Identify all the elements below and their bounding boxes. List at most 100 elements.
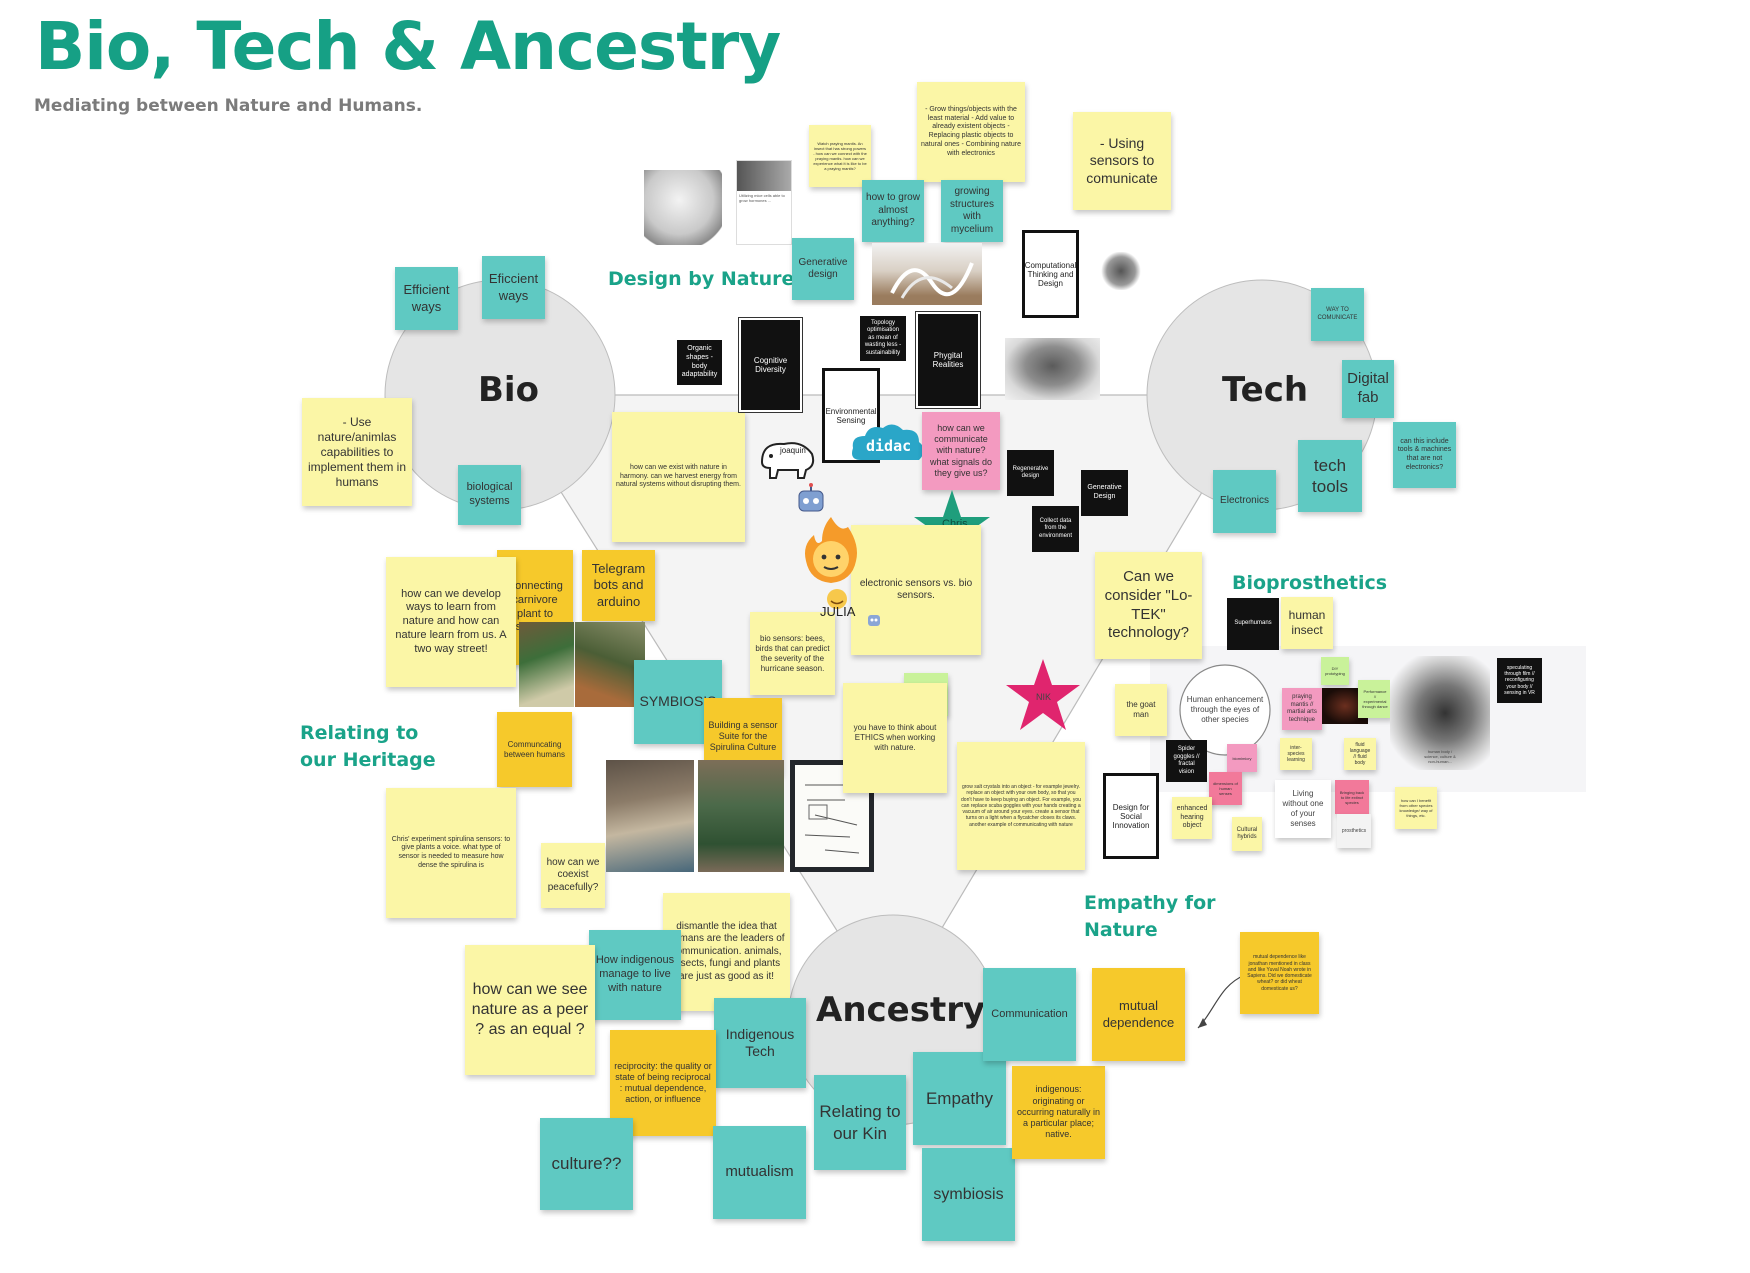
sticky-pink-small-1[interactable]: dimensions of human senses	[1209, 772, 1242, 805]
card-computational-thinking[interactable]: Computational Thinking and Design	[1022, 230, 1079, 318]
photo-xray-skull	[1390, 656, 1490, 770]
sticky-performance[interactable]: Performance // experimental through danc…	[1358, 680, 1392, 718]
sticky-bio-sensors[interactable]: bio sensors: bees, birds that can predic…	[750, 612, 835, 695]
sticky-topology[interactable]: Topology optimisation as mean of wasting…	[860, 316, 906, 361]
sticky-prosthetics[interactable]: prosthetics	[1337, 814, 1371, 848]
sticky-grow-things[interactable]: - Grow things/objects with the least mat…	[917, 82, 1025, 182]
sketch-drawing	[804, 784, 860, 854]
connector-arrow	[1197, 974, 1246, 1029]
sticky-inter-species[interactable]: inter-species learning	[1280, 738, 1312, 770]
sticky-spider-goggles[interactable]: Spider goggles // fractal vision	[1166, 740, 1207, 782]
sticky-relating-kin[interactable]: Relating to our Kin	[814, 1075, 906, 1170]
small-robot-sticker	[868, 615, 880, 626]
card-environmental-label: Environmental Sensing	[825, 406, 877, 425]
sticky-grow-salt[interactable]: grow salt crystals into an object - for …	[957, 742, 1085, 870]
sticky-dismantle[interactable]: dismantle the idea that humans are the l…	[663, 893, 790, 1011]
sticky-coexist[interactable]: how can we coexist peacefully?	[541, 843, 605, 908]
sticky-praying-mantis-martial[interactable]: praying mantis // martial arts technique	[1282, 688, 1322, 730]
sticky-how-communicate[interactable]: how can we communicate with nature? what…	[922, 412, 1000, 490]
card-cognitive-diversity[interactable]: Cognitive Diversity	[741, 320, 800, 410]
sticky-biomimicry[interactable]: biomimicry	[1227, 744, 1257, 772]
didac-cloud-sticker	[852, 424, 924, 460]
section-relating-heritage: Relating to our Heritage	[300, 722, 436, 771]
sticky-superhumans[interactable]: Superhumans	[1227, 598, 1279, 650]
hub-ancestry: Ancestry	[816, 990, 986, 1030]
board-title: Bio, Tech & Ancestry	[35, 8, 781, 85]
sticky-mutual-dependence[interactable]: mutual dependence	[1092, 968, 1185, 1061]
fire-face-sticker	[805, 517, 857, 583]
robot-sticker	[798, 483, 824, 512]
sticky-regenerative-design[interactable]: Regenerative design	[1007, 450, 1054, 496]
article-text: Utilizing mice cells able to grow hormon…	[739, 193, 785, 203]
polar-bear-sticker	[760, 442, 815, 479]
sticky-tech-tools[interactable]: tech tools	[1298, 440, 1362, 512]
sticky-symbiosis-ancestry[interactable]: symbiosis	[922, 1148, 1015, 1241]
card-cognitive-label: Cognitive Diversity	[753, 356, 788, 374]
photo-plant-pot	[575, 622, 645, 707]
sticky-human-insect[interactable]: human insect	[1281, 597, 1333, 649]
sticky-collect-data[interactable]: Collect data from the environment	[1032, 506, 1079, 552]
sticky-electronics[interactable]: Electronics	[1213, 470, 1276, 533]
sticky-growing-structures[interactable]: growing structures with mycelium	[941, 180, 1003, 242]
sticky-biological-systems[interactable]: biological systems	[458, 465, 521, 525]
hub-bio: Bio	[478, 370, 539, 410]
photo-sketch-notebook	[790, 760, 874, 872]
sticky-praying-mantis[interactable]: Watch praying mantis. An insect that has…	[809, 125, 871, 187]
sticky-how-indigenous[interactable]: How indigenous manage to live with natur…	[589, 930, 681, 1020]
photo-3d-skull	[644, 170, 722, 245]
sticky-human-enhancement[interactable]: Human enhancement through the eyes of ot…	[1186, 695, 1264, 724]
sticky-fluid-language[interactable]: fluid language // fluid body	[1344, 738, 1376, 770]
sticky-efficient-ways[interactable]: Efficient ways	[395, 267, 458, 330]
sticky-ethics[interactable]: you have to think about ETHICS when work…	[843, 683, 947, 793]
sticky-empathy[interactable]: Empathy	[913, 1052, 1006, 1145]
sticky-communication[interactable]: Communication	[983, 968, 1076, 1061]
card-social-innovation[interactable]: Design for Social Innovation	[1103, 773, 1159, 859]
card-phygital-label: Phygital Realities	[932, 351, 964, 369]
didac-label: didac	[866, 437, 912, 455]
sticky-generative-design[interactable]: Generative design	[792, 238, 854, 300]
sticky-cultural-hybrids[interactable]: Cultural hybrids	[1232, 817, 1262, 851]
sticky-enhanced-hearing[interactable]: enhanced hearing object	[1172, 797, 1212, 839]
photo-spirulina-jar	[698, 760, 784, 872]
sticky-living-without[interactable]: Living without one of your senses	[1275, 780, 1331, 838]
sticky-reciprocity[interactable]: reciprocity: the quality or state of bei…	[610, 1030, 716, 1136]
sticky-communicating-humans[interactable]: Communcating between humans	[497, 712, 572, 787]
sticky-using-sensors[interactable]: - Using sensors to comunicate	[1073, 112, 1171, 210]
sticky-generative-black[interactable]: Generative Design	[1081, 470, 1128, 516]
sticky-organic-shapes[interactable]: Organic shapes - body adaptability	[677, 340, 722, 385]
sticky-use-nature[interactable]: - Use nature/animlas capabilities to imp…	[302, 398, 412, 506]
sticky-pink-small-2[interactable]: Bringing back to life extinct species	[1335, 780, 1369, 814]
sticky-indigenous-def[interactable]: indigenous: originating or occurring nat…	[1012, 1066, 1105, 1159]
sticky-mutual-quote[interactable]: mutual dependence like jonathan mentione…	[1240, 932, 1319, 1014]
enhancement-circle	[1179, 664, 1271, 756]
sticky-telegram[interactable]: Telegram bots and arduino	[582, 550, 655, 621]
sticky-how-to-grow[interactable]: how to grow almost anything?	[862, 180, 924, 242]
sticky-chris-experiment[interactable]: Chris' experiment spirulina sensors: to …	[386, 788, 516, 918]
card-phygital-realities[interactable]: Phygital Realities	[918, 314, 978, 406]
sticky-electronic-sensors[interactable]: electronic sensors vs. bio sensors.	[851, 525, 981, 655]
sticky-how-benefit[interactable]: how can I benefit from other species kno…	[1395, 787, 1437, 829]
nik-label: NIK	[1036, 692, 1052, 702]
sticky-see-peer[interactable]: how can we see nature as a peer ? as an …	[465, 945, 595, 1075]
sticky-include-tools[interactable]: can this include tools & machines that a…	[1393, 422, 1456, 488]
sticky-lo-tek[interactable]: Can we consider "Lo-TEK" technology?	[1095, 552, 1202, 659]
sticky-speculating[interactable]: speculating through film // reconfigurin…	[1497, 658, 1542, 703]
photo-grey-helmet	[1005, 338, 1100, 400]
joaquin-label: joaquin	[780, 446, 806, 455]
photo-carnivore-plant	[519, 622, 574, 707]
sticky-goat-man[interactable]: the goat man	[1115, 684, 1167, 736]
sticky-culture[interactable]: culture??	[540, 1118, 633, 1210]
section-design-by-nature: Design by Nature	[608, 268, 795, 290]
sticky-how-develop[interactable]: how can we develop ways to learn from na…	[386, 557, 516, 687]
sticky-digital-fab[interactable]: Digital fab	[1342, 360, 1394, 418]
relieved-emoji-sticker	[827, 589, 847, 609]
sticky-diy[interactable]: DIY prototyping	[1321, 657, 1349, 685]
sticky-way-to-communicate[interactable]: WAY TO COMUNICATE	[1311, 288, 1364, 341]
sticky-indigenous-tech[interactable]: Indigenous Tech	[714, 998, 806, 1088]
sticky-kb[interactable]: human body / science, culture & non-huma…	[1424, 748, 1456, 764]
sticky-how-exist[interactable]: how can we exist with nature in harmony.…	[612, 412, 745, 542]
sticky-efficient-ways-2[interactable]: Eficcient ways	[482, 256, 545, 319]
card-computational-label: Computational Thinking and Design	[1024, 260, 1077, 288]
sticky-mutualism[interactable]: mutualism	[713, 1126, 806, 1219]
